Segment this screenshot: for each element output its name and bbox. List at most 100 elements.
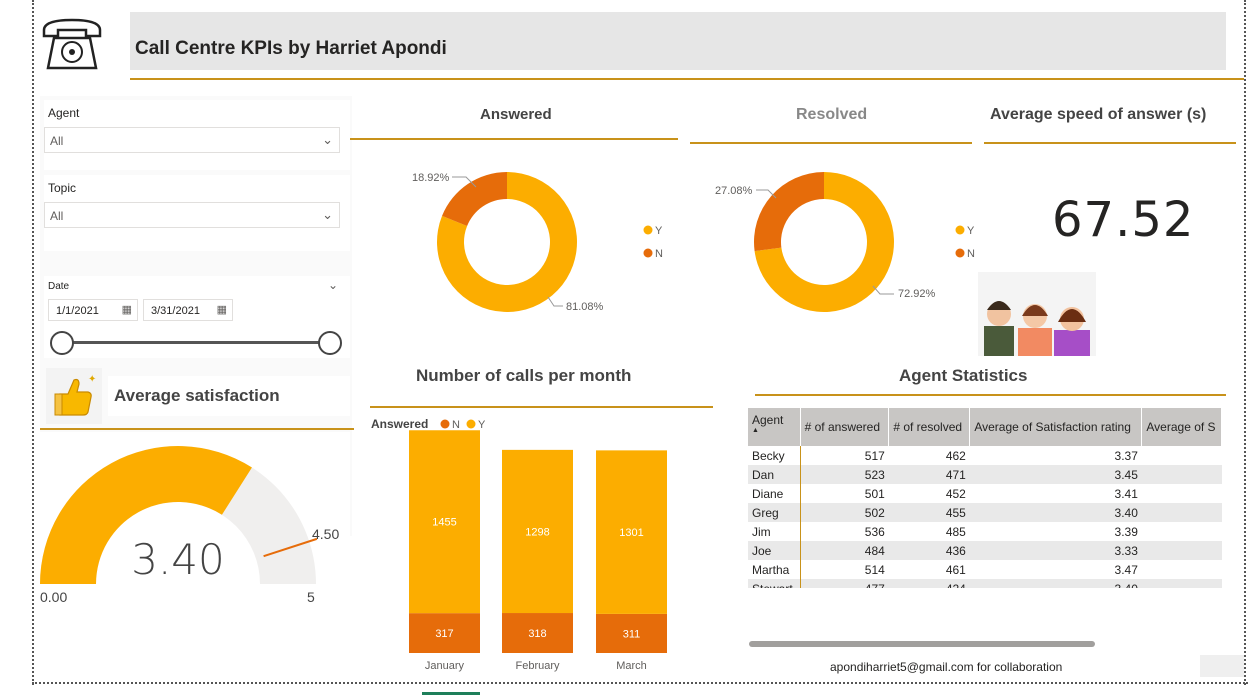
end-date-input[interactable]: 3/31/2021 ▦	[143, 299, 233, 321]
answered-title-card: Answered	[366, 96, 678, 138]
topic-dropdown[interactable]: All ⌄	[44, 202, 340, 228]
x-tick-label: March	[616, 660, 647, 672]
column-header-resolved[interactable]: # of resolved	[888, 408, 971, 446]
bar-legend-dot-n	[440, 419, 450, 429]
cell-agent: Joe	[748, 541, 801, 560]
bar-data-label-y: 1455	[432, 517, 456, 529]
cell-resolved: 485	[945, 524, 966, 539]
agent-stats-table: Agent ▲ # of answered # of resolved Avera…	[748, 408, 1222, 588]
bar-january-y[interactable]	[409, 430, 480, 614]
cell-average-s	[1141, 503, 1222, 522]
bar-legend-label-y: Y	[478, 419, 486, 431]
chevron-down-icon[interactable]: ⌄	[327, 278, 338, 292]
legend-dot-n	[955, 248, 965, 258]
table-row[interactable]: Jim 536 485 3.39	[748, 522, 1222, 541]
table-row[interactable]: Martha 514 461 3.47	[748, 560, 1222, 579]
satisfaction-gauge-card: 3.40 0.00 5 4.50	[40, 432, 350, 624]
agent-slicer: Agent All ⌄	[44, 100, 350, 170]
satisfaction-title-card: Average satisfaction	[108, 376, 350, 416]
column-header-satisfaction[interactable]: Average of Satisfaction rating	[969, 408, 1143, 446]
title-bar	[130, 12, 1226, 70]
donut-label-y: 81.08%	[566, 301, 604, 313]
donut-slice-y[interactable]	[754, 172, 894, 312]
monthly-title: Number of calls per month	[416, 366, 632, 385]
date-range-start-handle[interactable]	[50, 331, 74, 355]
donut-slice-y[interactable]	[437, 172, 577, 312]
table-row[interactable]: Diane 501 452 3.41	[748, 484, 1222, 503]
cell-answered: 477	[800, 579, 889, 588]
speed-rule	[984, 142, 1236, 144]
answered-rule	[350, 138, 678, 140]
column-header-average-s[interactable]: Average of S	[1141, 408, 1222, 446]
speed-card: 67.52	[984, 152, 1236, 268]
legend-dot-n	[643, 248, 653, 258]
resolved-title-card: Resolved	[690, 96, 972, 140]
topic-slicer-label: Topic	[48, 181, 77, 195]
corner-block	[1200, 655, 1244, 677]
donut-slice-n[interactable]	[754, 172, 824, 252]
cell-satisfaction: 3.41	[1114, 486, 1138, 501]
bar-january-n[interactable]	[409, 613, 480, 653]
bar-february-y[interactable]	[502, 449, 573, 614]
start-date-input[interactable]: 1/1/2021 ▦	[48, 299, 138, 321]
legend-label-y: Y	[967, 225, 975, 237]
bar-february-n[interactable]	[502, 613, 573, 653]
table-row[interactable]: Stewart4774243.40	[748, 579, 1222, 588]
calendar-icon[interactable]: ▦	[121, 304, 132, 316]
svg-text:✦: ✦	[88, 374, 96, 385]
satisfaction-rule	[40, 428, 354, 430]
legend-dot-y	[643, 225, 653, 235]
cell-average-s	[1141, 541, 1222, 560]
cell-average-s	[1142, 522, 1222, 541]
cell-average-s	[1142, 446, 1222, 465]
bar-legend-title: Answered	[371, 417, 428, 431]
legend-label-y: Y	[655, 225, 663, 237]
bar-data-label-n: 318	[528, 628, 546, 640]
resolved-rule	[690, 142, 972, 144]
chevron-down-icon: ⌄	[322, 207, 333, 222]
calendar-icon[interactable]: ▦	[216, 304, 227, 316]
table-row[interactable]: Becky 517 462 3.37	[748, 446, 1222, 465]
cell-satisfaction: 3.45	[969, 465, 1142, 484]
bar-data-label-n: 317	[435, 628, 453, 640]
telephone-icon	[40, 12, 104, 74]
cell-satisfaction: 3.47	[1114, 562, 1138, 577]
table-row[interactable]: Joe 484 436 3.33	[748, 541, 1222, 560]
satisfaction-gauge: 3.40 0.00 5 4.50	[40, 446, 339, 605]
speed-title-card: Average speed of answer (s)	[984, 96, 1236, 142]
call-agents-illustration	[978, 272, 1096, 356]
agent-dropdown[interactable]: All ⌄	[44, 127, 340, 153]
cell-agent: Greg	[748, 503, 801, 522]
table-row[interactable]: Dan 523 471 3.45	[748, 465, 1222, 484]
table-horizontal-scrollbar[interactable]	[749, 641, 1095, 647]
bar-march-y[interactable]	[596, 450, 667, 614]
cell-resolved: 424	[888, 579, 970, 588]
cell-resolved: 461	[945, 562, 966, 577]
gauge-min-label: 0.00	[40, 589, 67, 605]
agent-stats-card: Agent ▲ # of answered # of resolved Avera…	[743, 398, 1226, 678]
cell-agent: Becky	[748, 446, 801, 465]
date-slicer: Date ⌄ 1/1/2021 ▦ 3/31/2021 ▦	[44, 276, 350, 358]
bar-legend-dot-y	[466, 419, 476, 429]
cell-average-s	[1142, 560, 1222, 579]
cell-answered: 536	[864, 524, 885, 539]
date-range-track	[62, 341, 330, 344]
bar-data-label-n: 311	[623, 628, 641, 640]
legend-label-n: N	[967, 248, 975, 260]
donut-slice-n[interactable]	[442, 172, 507, 226]
cell-agent: Martha	[748, 560, 801, 579]
column-header-agent[interactable]: Agent ▲	[748, 408, 801, 446]
legend-dot-y	[955, 225, 965, 235]
column-header-answered[interactable]: # of answered	[800, 408, 890, 446]
cell-answered: 501	[864, 486, 885, 501]
satisfaction-title: Average satisfaction	[114, 386, 280, 405]
frame-right	[1244, 0, 1246, 685]
table-row[interactable]: Greg 502 455 3.40	[748, 503, 1222, 522]
bar-march-n[interactable]	[596, 613, 667, 653]
cell-resolved: 452	[945, 486, 966, 501]
date-range-end-handle[interactable]	[318, 331, 342, 355]
frame-left	[32, 0, 34, 685]
page-title: Call Centre KPIs by Harriet Apondi	[135, 38, 447, 59]
page-tab-indicator[interactable]	[422, 692, 480, 695]
donut-leader-n	[452, 176, 477, 188]
